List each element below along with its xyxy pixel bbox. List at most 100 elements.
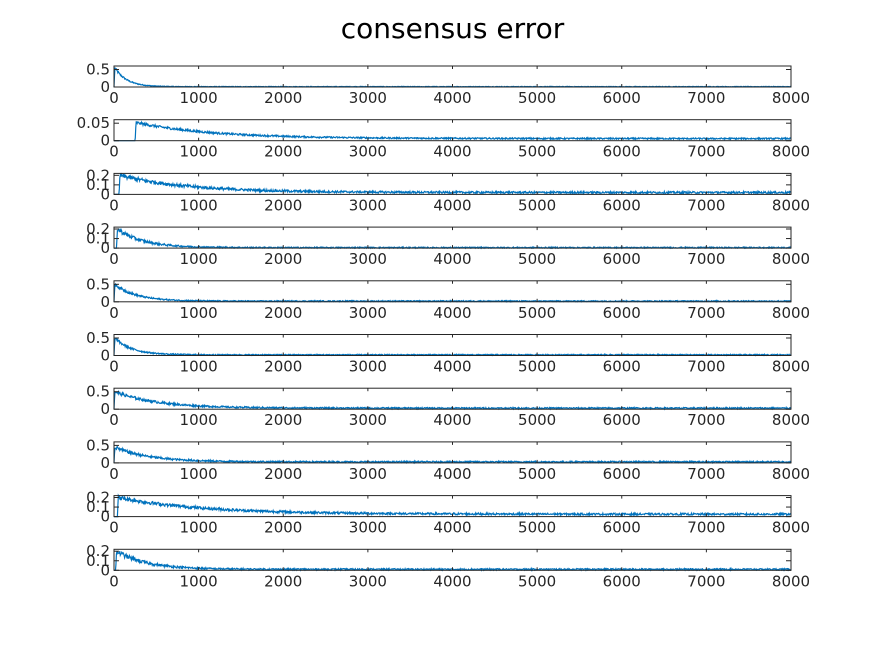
- x-tick-label: 1000: [180, 143, 218, 161]
- x-tick-label: 3000: [349, 519, 387, 537]
- x-tick-label: 5000: [518, 572, 556, 590]
- x-tick-label: 7000: [687, 572, 725, 590]
- y-tick-label: 0.1: [86, 552, 110, 570]
- x-tick-label: 4000: [433, 143, 471, 161]
- x-tick-label: 5000: [518, 250, 556, 268]
- y-tick-label: 0.1: [86, 230, 110, 248]
- x-tick-label: 2000: [264, 465, 302, 483]
- x-tick-label: 1000: [180, 89, 218, 107]
- x-tick-label: 5000: [518, 89, 556, 107]
- x-tick-label: 2000: [264, 358, 302, 376]
- x-tick-label: 4000: [433, 358, 471, 376]
- x-tick-label: 7000: [687, 358, 725, 376]
- y-tick-label: 0: [100, 400, 110, 418]
- axes-box-6: [113, 334, 792, 356]
- x-tick-label: 6000: [603, 304, 641, 322]
- x-tick-label: 8000: [772, 143, 810, 161]
- x-tick-label: 0: [109, 304, 119, 322]
- y-tick-label: 0.05: [77, 114, 110, 132]
- x-tick-label: 2000: [264, 411, 302, 429]
- x-tick-label: 0: [109, 465, 119, 483]
- x-tick-label: 4000: [433, 250, 471, 268]
- y-tick-label: 0: [100, 508, 110, 526]
- x-tick-label: 7000: [687, 143, 725, 161]
- x-tick-label: 6000: [603, 250, 641, 268]
- axes-box-5: [113, 280, 792, 303]
- x-tick-label: 6000: [603, 465, 641, 483]
- y-tick-label: 0: [100, 132, 110, 150]
- x-tick-label: 8000: [772, 304, 810, 322]
- x-tick-label: 5000: [518, 465, 556, 483]
- x-tick-label: 6000: [603, 196, 641, 214]
- x-tick-label: 5000: [518, 304, 556, 322]
- y-tick-label: 0: [100, 347, 110, 365]
- x-tick-label: 3000: [349, 411, 387, 429]
- figure-title: consensus error: [341, 12, 565, 45]
- x-tick-label: 4000: [433, 411, 471, 429]
- x-tick-label: 1000: [180, 358, 218, 376]
- x-tick-label: 1000: [180, 411, 218, 429]
- y-tick-label: 0: [100, 185, 110, 203]
- x-tick-label: 4000: [433, 465, 471, 483]
- x-tick-label: 6000: [603, 143, 641, 161]
- y-tick-label: 0.2: [86, 220, 110, 238]
- axes-box-1: [113, 65, 792, 88]
- x-tick-label: 8000: [772, 519, 810, 537]
- x-tick-label: 1000: [180, 196, 218, 214]
- y-tick-label: 0.5: [86, 61, 110, 79]
- x-tick-label: 5000: [518, 358, 556, 376]
- x-tick-label: 7000: [687, 519, 725, 537]
- y-tick-label: 0: [100, 239, 110, 257]
- x-tick-label: 3000: [349, 465, 387, 483]
- x-tick-label: 4000: [433, 196, 471, 214]
- y-tick-label: 0.5: [86, 329, 110, 347]
- x-tick-label: 3000: [349, 304, 387, 322]
- y-tick-label: 0.2: [86, 166, 110, 184]
- x-tick-label: 8000: [772, 465, 810, 483]
- x-tick-label: 2000: [264, 143, 302, 161]
- axes-box-10: [113, 548, 792, 571]
- x-tick-label: 1000: [180, 465, 218, 483]
- y-tick-label: 0: [100, 561, 110, 579]
- x-tick-label: 3000: [349, 250, 387, 268]
- x-tick-label: 7000: [687, 411, 725, 429]
- x-tick-label: 2000: [264, 304, 302, 322]
- x-tick-label: 8000: [772, 196, 810, 214]
- x-tick-label: 4000: [433, 304, 471, 322]
- x-tick-label: 5000: [518, 519, 556, 537]
- series-line-9: [114, 493, 792, 518]
- series-line-3: [114, 172, 792, 196]
- x-tick-label: 7000: [687, 89, 725, 107]
- x-tick-label: 0: [109, 89, 119, 107]
- y-tick-label: 0.1: [86, 498, 110, 516]
- x-tick-label: 5000: [518, 143, 556, 161]
- x-tick-label: 3000: [349, 358, 387, 376]
- x-tick-label: 0: [109, 572, 119, 590]
- x-tick-label: 6000: [603, 89, 641, 107]
- y-tick-label: 0: [100, 78, 110, 96]
- x-tick-label: 2000: [264, 250, 302, 268]
- x-tick-label: 0: [109, 196, 119, 214]
- x-tick-label: 8000: [772, 411, 810, 429]
- x-tick-label: 8000: [772, 250, 810, 268]
- x-tick-label: 8000: [772, 572, 810, 590]
- x-tick-label: 8000: [772, 89, 810, 107]
- y-tick-label: 0.2: [86, 489, 110, 507]
- x-tick-label: 7000: [687, 304, 725, 322]
- y-tick-label: 0.2: [86, 542, 110, 560]
- x-tick-label: 0: [109, 250, 119, 268]
- x-tick-label: 3000: [349, 143, 387, 161]
- y-tick-label: 0.5: [86, 383, 110, 401]
- y-tick-label: 0: [100, 293, 110, 311]
